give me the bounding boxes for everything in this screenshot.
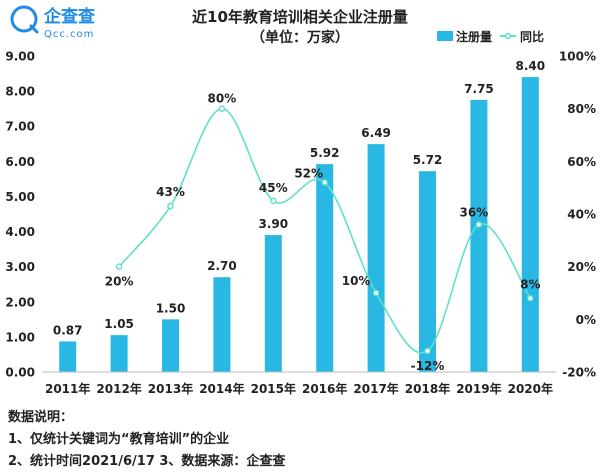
line-value-label: 52%	[294, 166, 323, 180]
line-point	[269, 197, 277, 205]
line-value-label: 80%	[208, 92, 237, 106]
y-left-tick-label: 9.00	[5, 50, 35, 64]
bar-value-label: 2.70	[207, 259, 237, 273]
bar	[316, 164, 334, 372]
x-tick-label: 2020年	[508, 381, 553, 396]
y-right-tick-label: 100%	[559, 50, 596, 64]
y-left-tick-label: 7.00	[5, 120, 35, 134]
y-right-tick-label: 0%	[576, 313, 596, 327]
logo-q-icon	[10, 5, 38, 33]
notes-line-2: 2、统计时间2021/6/17 3、数据来源：企查查	[8, 454, 286, 469]
y-right-tick-label: 60%	[567, 155, 596, 169]
x-tick-label: 2013年	[148, 381, 193, 396]
line-value-label: -12%	[411, 359, 445, 373]
bar	[470, 99, 488, 372]
line-point	[424, 347, 431, 355]
bar-value-label: 7.75	[464, 82, 494, 96]
line-value-label: 36%	[460, 206, 489, 220]
x-tick-label: 2015年	[251, 381, 296, 396]
bar	[521, 77, 539, 373]
y-axis-right: -20% 0% 20% 40% 60% 80% 100%	[559, 50, 596, 380]
y-right-tick-label: -20%	[562, 366, 596, 380]
chart-subtitle: （单位：万家）	[251, 29, 349, 46]
bar	[162, 319, 179, 372]
line-point	[321, 179, 329, 186]
line-value-label: 20%	[105, 275, 134, 289]
y-left-tick-label: 3.00	[5, 260, 35, 274]
line-point	[527, 294, 534, 302]
legend-line-marker	[504, 32, 512, 40]
legend-bar-swatch	[437, 31, 453, 41]
x-tick-label: 2018年	[405, 381, 450, 396]
y-right-tick-label: 40%	[567, 208, 596, 222]
y-left-tick-label: 4.00	[5, 225, 35, 239]
y-left-tick-label: 8.00	[5, 85, 35, 99]
x-tick-label: 2012年	[96, 381, 141, 396]
qcc-logo: 企查查 Qcc.com	[10, 5, 96, 40]
bar-value-label: 0.87	[53, 323, 83, 337]
bar	[367, 144, 385, 372]
y-axis-left: 0.00 1.00 2.00 3.00 4.00 5.00 6.00 7.00 8.00 9.00	[5, 50, 35, 380]
x-tick-label: 2017年	[353, 381, 398, 396]
line-value-labels: 20% 43% 80% 45% 52% 10% -12% 36% 8%	[105, 92, 541, 373]
line-value-label: 8%	[520, 277, 540, 291]
bar-value-label: 3.90	[258, 217, 288, 231]
notes-line-1: 1、仅统计关键词为“教育培训”的企业	[8, 432, 230, 447]
bar-value-label: 1.05	[104, 317, 134, 331]
y-right-tick-label: 80%	[567, 102, 596, 116]
bar-value-label: 1.50	[156, 301, 186, 315]
bar	[59, 341, 77, 372]
notes-heading: 数据说明：	[8, 410, 74, 425]
x-tick-label: 2011年	[45, 381, 90, 396]
data-notes: 数据说明： 1、仅统计关键词为“教育培训”的企业 2、统计时间2021/6/17…	[8, 407, 285, 473]
logo-q-tail-icon	[29, 24, 39, 34]
line-point	[115, 263, 123, 270]
legend-line-label: 同比	[520, 29, 544, 44]
line-series	[115, 105, 534, 355]
bar-value-labels: 0.87 1.05 1.50 2.70 3.90 5.92 6.49 5.72 7.75 8.40	[53, 59, 545, 337]
y-left-tick-label: 5.00	[5, 190, 35, 204]
bar-value-label: 5.72	[413, 153, 443, 167]
bar-value-label: 6.49	[361, 126, 391, 140]
yoy-line	[118, 107, 531, 354]
bar	[264, 235, 282, 372]
y-left-tick-label: 0.00	[5, 366, 35, 380]
line-point	[475, 221, 483, 228]
line-point	[167, 202, 174, 210]
bar-value-label: 5.92	[310, 146, 340, 160]
bar-series	[59, 77, 539, 373]
line-value-label: 45%	[259, 181, 288, 195]
legend-bar-label: 注册量	[456, 29, 492, 44]
y-left-tick-label: 1.00	[5, 330, 35, 344]
bar	[110, 335, 128, 372]
logo-name: 企查查	[43, 6, 96, 27]
logo-domain: Qcc.com	[44, 29, 94, 40]
bar-value-label: 8.40	[515, 59, 545, 73]
x-axis: 2011年 2012年 2013年 2014年 2015年 2016年 2017年 2018年…	[42, 371, 556, 396]
bar	[419, 171, 436, 372]
x-tick-label: 2019年	[456, 381, 501, 396]
chart-title: 近10年教育培训相关企业注册量	[192, 8, 408, 26]
y-left-tick-label: 6.00	[5, 155, 35, 169]
y-left-tick-label: 2.00	[5, 295, 35, 309]
line-value-label: 10%	[342, 274, 371, 288]
line-point	[218, 105, 226, 112]
x-tick-label: 2014年	[199, 381, 244, 396]
bar	[213, 277, 231, 372]
line-point	[372, 289, 380, 297]
x-tick-label: 2016年	[302, 381, 347, 396]
y-right-tick-label: 20%	[567, 260, 596, 274]
line-value-label: 43%	[156, 185, 185, 199]
legend: 注册量 同比	[437, 29, 544, 44]
